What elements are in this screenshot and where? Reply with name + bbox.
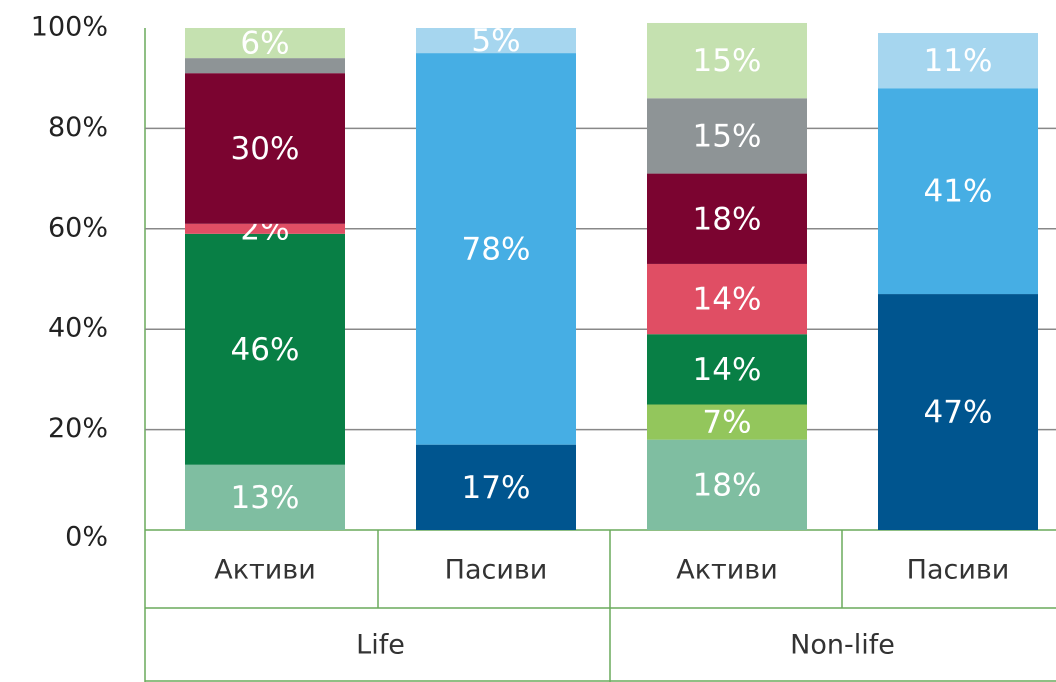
y-tick-label: 60% <box>48 212 108 243</box>
value-label: 11% <box>924 43 993 79</box>
group-label: Non-life <box>790 630 895 661</box>
value-label: 30% <box>231 131 300 167</box>
bar-segment <box>878 88 1038 295</box>
bar-segment <box>647 98 807 174</box>
bar-segment <box>185 58 345 74</box>
value-label: 5% <box>471 23 520 59</box>
value-label: 14% <box>693 352 762 388</box>
y-tick-label: 20% <box>48 413 108 444</box>
value-label: 41% <box>924 174 993 210</box>
bar-segment <box>185 223 345 234</box>
value-label: 78% <box>462 231 531 267</box>
bar-segment <box>647 439 807 530</box>
value-label: 13% <box>231 480 300 516</box>
x-tick-label: Пасиви <box>445 555 548 586</box>
group-label: Life <box>356 630 405 661</box>
value-label: 14% <box>693 282 762 318</box>
x-tick-label: Пасиви <box>907 555 1010 586</box>
value-label: 18% <box>693 467 762 503</box>
value-label: 7% <box>702 405 751 441</box>
bar-segment <box>647 263 807 335</box>
bar-segment <box>878 294 1038 530</box>
value-label: 47% <box>924 395 993 431</box>
value-label: 46% <box>231 332 300 368</box>
bar-segment <box>647 22 807 99</box>
value-label: 17% <box>462 470 531 506</box>
bar-segment <box>647 334 807 405</box>
bar-segment <box>647 173 807 264</box>
x-tick-label: Активи <box>214 555 316 586</box>
y-tick-label: 40% <box>48 313 108 344</box>
value-label: 15% <box>693 43 762 79</box>
y-tick-label: 100% <box>31 12 108 43</box>
bar-segment <box>185 28 345 59</box>
value-label: 15% <box>693 118 762 154</box>
bar-segment <box>185 464 345 530</box>
x-tick-label: Активи <box>676 555 778 586</box>
bar-segment <box>185 73 345 224</box>
bar-segment <box>647 404 807 440</box>
bar-segment <box>878 33 1038 89</box>
y-tick-label: 80% <box>48 112 108 143</box>
bar-segment <box>416 28 576 54</box>
value-label: 18% <box>693 201 762 237</box>
bar-segment <box>185 233 345 465</box>
value-label: 6% <box>240 26 289 62</box>
bar-segment <box>416 53 576 445</box>
y-tick-label: 0% <box>65 522 108 553</box>
bar-segment <box>416 444 576 530</box>
